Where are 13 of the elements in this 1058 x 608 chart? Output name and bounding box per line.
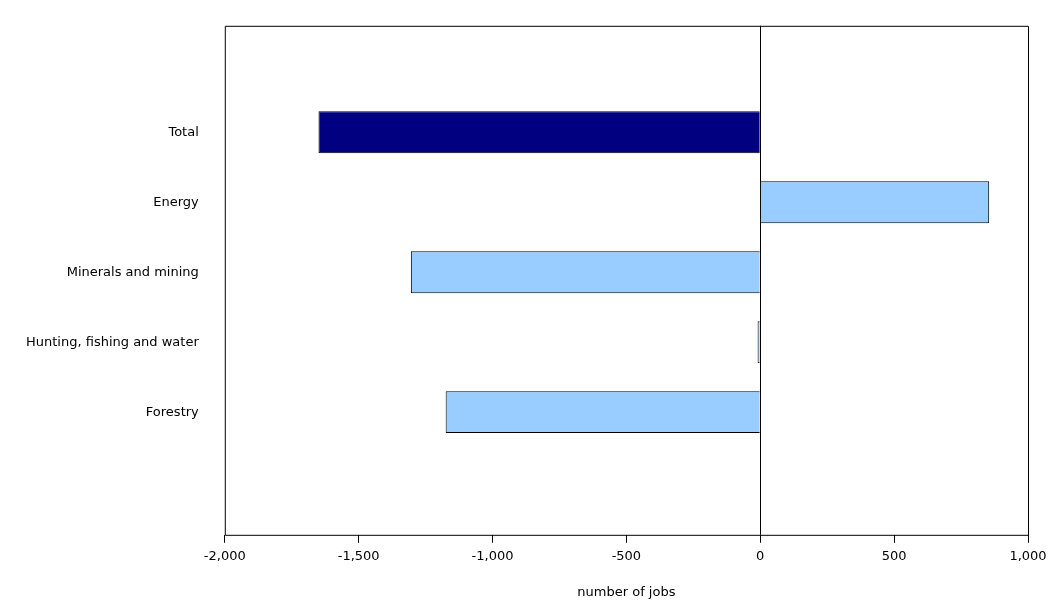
x-tick-label: 500 <box>881 547 907 563</box>
y-tick-label: Hunting, fishing and water <box>25 333 200 349</box>
x-tick-label: -1,500 <box>337 547 380 563</box>
x-tick-label: -2,000 <box>203 547 246 563</box>
x-axis-title: number of jobs <box>577 583 676 599</box>
y-tick-label: Forestry <box>145 403 200 419</box>
x-tick-label: 1,000 <box>1009 547 1047 563</box>
y-tick-label: Energy <box>153 193 200 209</box>
x-tick-label: -1,000 <box>471 547 514 563</box>
y-tick-label: Minerals and mining <box>66 263 199 279</box>
x-tick-label: -500 <box>611 547 642 563</box>
x-tick-label: 0 <box>756 547 765 563</box>
y-tick-label: Total <box>167 123 199 139</box>
